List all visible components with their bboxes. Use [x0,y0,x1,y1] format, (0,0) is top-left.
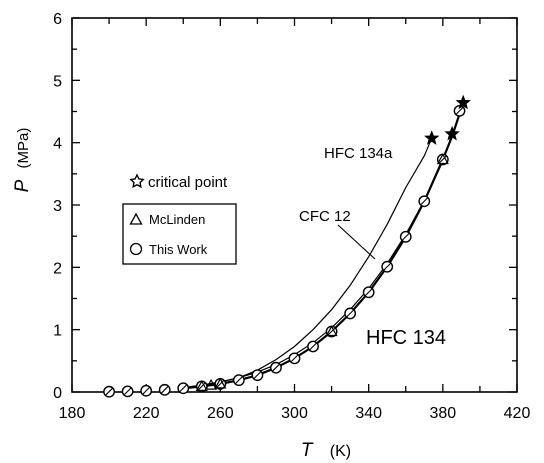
y-tick-label: 3 [53,198,62,215]
x-axis-symbol: T [301,440,314,461]
this-work-point-slash [105,387,113,396]
plot-frame [71,17,518,393]
axis-ticks [71,17,518,393]
this-work-point-slash [216,380,225,388]
x-tick-label: 340 [355,405,382,422]
mclinden-point [436,153,449,165]
legend: critical point McLinden This Work [122,173,237,265]
x-tick-label: 260 [207,405,234,422]
x-tick-label: 380 [429,405,456,422]
y-tick-label: 6 [53,11,62,28]
this-work-point-slash [420,197,429,206]
this-work-point-slash [272,363,280,372]
x-tick-label: 420 [504,405,531,422]
x-tick-label: 180 [59,405,86,422]
this-work-point-slash [253,371,262,380]
legend-critical-point: critical point [129,173,228,191]
legend-label-critical-point: critical point [148,174,228,191]
label-hfc-134a: HFC 134a [324,145,393,162]
this-work-point-slash [383,262,392,271]
y-tick-label: 0 [53,385,62,402]
critical-point-star [455,94,471,110]
this-work-point-slash [179,384,188,393]
this-work-point-slash [234,376,243,385]
this-work-point-slash [197,382,206,391]
y-axis-symbol: P [12,179,33,192]
markers [103,94,471,398]
y-tick-label: 4 [53,136,62,153]
circle-icon [129,242,143,256]
this-work-point-slash [455,106,464,115]
x-tick-label: 300 [281,405,308,422]
label-cfc-12: CFC 12 [299,208,351,225]
cfc-12-leader [337,224,376,260]
this-work-point-slash [327,327,336,336]
y-axis-unit: (MPa) [15,128,32,169]
star-icon [129,173,145,189]
mclinden-point [214,377,227,389]
this-work-point-slash [160,385,169,394]
legend-label-mclinden: McLinden [149,212,205,227]
this-work-point-slash [142,386,151,395]
critical-point-star [444,125,460,141]
mclinden-point [195,380,208,391]
x-axis-unit: (K) [330,443,351,460]
triangle-icon [129,212,143,225]
x-tick-label: 220 [133,405,160,422]
mclinden-point [205,378,218,390]
this-work-point-slash [401,232,410,241]
this-work-point-slash [123,387,132,396]
label-hfc-134: HFC 134 [366,327,446,349]
this-work-point-slash [346,309,355,318]
legend-mclinden: McLinden [129,212,205,227]
curve-cfc-12 [183,133,453,389]
this-work-point-slash [364,288,373,297]
x-axis-label: T (K) [301,440,351,461]
this-work-point-slash [438,155,447,164]
critical-point-star [424,130,440,145]
y-axis-label: P (MPa) [12,128,33,193]
legend-this-work: This Work [129,242,208,257]
y-tick-label: 5 [53,73,62,90]
y-tick-label: 2 [53,260,62,277]
legend-box [122,203,237,265]
this-work-point-slash [309,342,317,351]
tick-labels: 180 220 260 300 340 380 420 0 1 2 3 4 5 6 [53,11,530,422]
legend-label-this-work: This Work [149,242,208,257]
mclinden-point [325,325,338,337]
this-work-point-slash [290,354,299,363]
y-tick-label: 1 [53,323,62,340]
